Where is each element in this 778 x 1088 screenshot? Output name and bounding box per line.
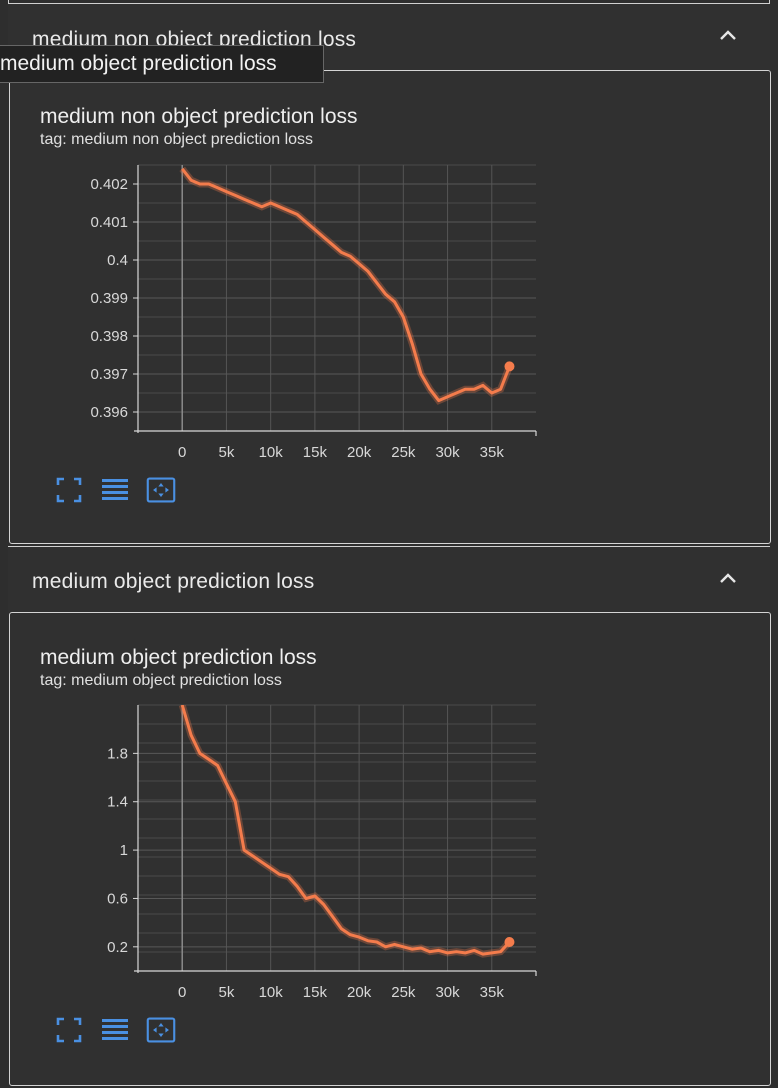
y-tick-label: 0.398 [90,328,128,345]
chart-card-medium-object: medium object prediction loss tag: mediu… [9,612,771,1086]
chart-toolbar [54,1015,204,1045]
x-tick-label: 25k [391,984,416,1001]
grid [138,704,536,972]
series-line [180,705,511,956]
log-scale-icon[interactable] [100,1015,130,1045]
y-tick-label: 1 [120,842,128,859]
card-tag: tag: medium object prediction loss [40,672,282,689]
log-scale-icon[interactable] [100,475,130,505]
x-tick-label: 30k [435,984,460,1001]
card-title: medium object prediction loss [40,646,317,669]
series-line-raw [179,166,513,405]
y-tick-label: 0.4 [107,252,128,269]
y-tick-label: 1.4 [107,794,128,811]
y-tick-label: 0.2 [107,939,128,956]
x-tick-label: 0 [178,444,186,461]
x-tick-label: 35k [480,984,505,1001]
series-end-point [504,361,515,372]
series-end-point [504,936,515,947]
x-tick-label: 35k [480,444,505,461]
x-tick-label: 5k [219,444,235,461]
chart-card-medium-non-object: medium non object prediction loss tag: m… [9,70,771,544]
series [179,166,513,405]
y-tick-label: 0.399 [90,290,128,307]
line-chart[interactable]: 0.402 0.401 0.4 0.399 0.398 0.397 0.396 0 5k 10k 1… [60,161,550,471]
series-line [181,167,511,403]
x-tick-label: 30k [435,444,460,461]
fit-domain-icon[interactable] [146,1015,176,1045]
x-tick-label: 15k [303,444,328,461]
y-tick-label: 0.401 [90,214,128,231]
y-tick-label: 0.402 [90,176,128,193]
fit-domain-icon[interactable] [146,475,176,505]
series [178,705,513,958]
card-title: medium non object prediction loss [40,105,358,128]
x-tick-label: 20k [347,984,372,1001]
section-title: medium object prediction loss [32,570,315,593]
x-tick-label: 10k [259,984,284,1001]
previous-card-border [8,0,770,4]
grid [138,164,536,432]
tooltip-text: medium object prediction loss [0,52,277,75]
y-tick-label: 0.396 [90,404,128,421]
line-chart[interactable]: 1.8 1.4 1 0.6 0.2 0 5k 10k 15k 20k 25k 30k 35k [60,701,550,1011]
x-tick-label: 20k [347,444,372,461]
chevron-up-icon[interactable] [718,571,738,585]
chevron-up-icon[interactable] [718,28,738,42]
card-tag: tag: medium non object prediction loss [40,131,314,148]
x-tick-label: 15k [303,984,328,1001]
x-tick-label: 25k [391,444,416,461]
y-tick-label: 1.8 [107,745,128,762]
x-tick-label: 5k [219,984,235,1001]
y-tick-label: 0.397 [90,366,128,383]
fullscreen-icon[interactable] [54,475,84,505]
fullscreen-icon[interactable] [54,1015,84,1045]
x-tick-label: 0 [178,984,186,1001]
x-tick-label: 10k [259,444,284,461]
y-tick-label: 0.6 [107,890,128,907]
section-header-medium-object[interactable]: medium object prediction loss [8,546,770,612]
series-line-raw [178,705,513,958]
chart-toolbar [54,475,204,505]
tooltip: medium object prediction loss [0,45,324,83]
